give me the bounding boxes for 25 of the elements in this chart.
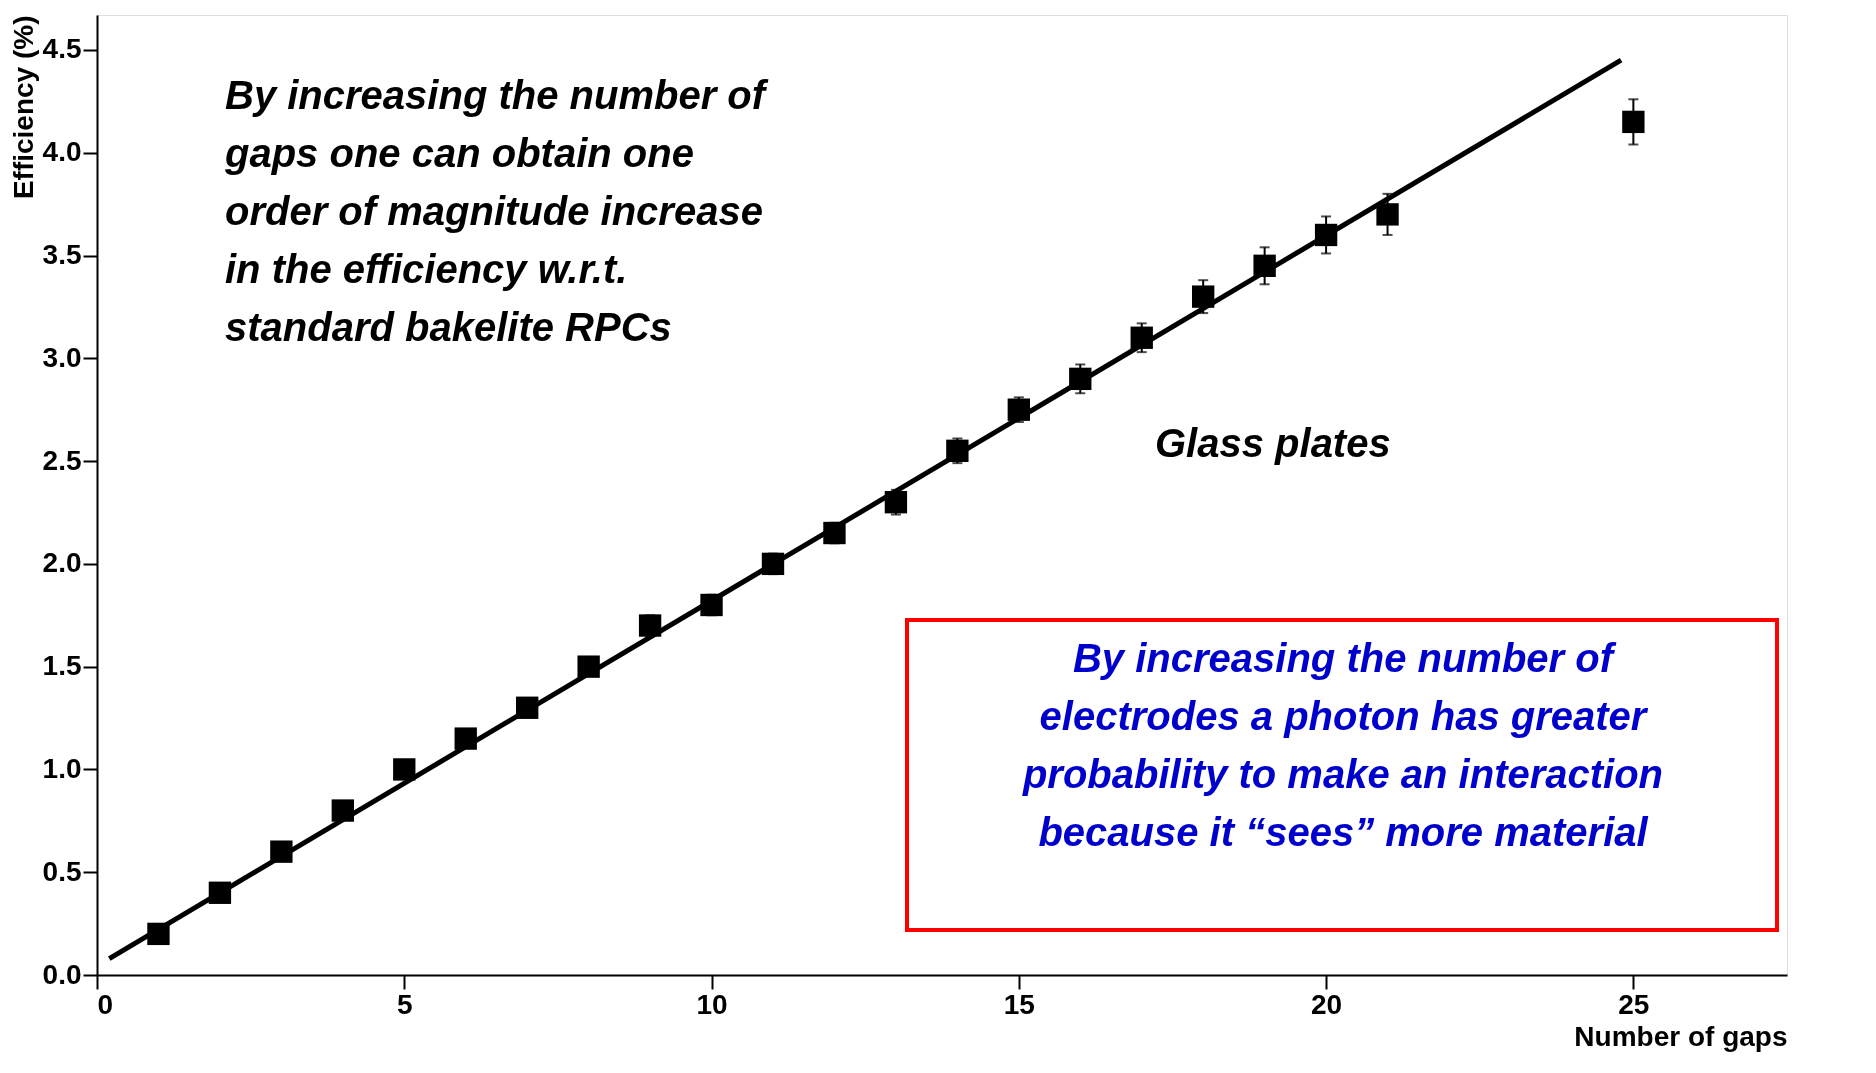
x-tick-label: 15	[1003, 988, 1035, 1020]
annotation: By increasing the number of gaps one can obtain one order of magnitude increase in the efficiency w.r.t. standard bakelite RPCs	[224, 73, 769, 349]
annotation: Glass plates	[1155, 421, 1391, 465]
x-tick-label: 10	[696, 988, 728, 1020]
y-tick-label: 1.0	[42, 752, 82, 784]
point	[393, 758, 416, 781]
y-tick-label: 0.0	[42, 958, 82, 990]
y-tick-label: 3.0	[42, 341, 82, 373]
annotation: By increasing the number of electrodes a photon has greater probability to make an interaction because it “sees” more material	[1021, 636, 1664, 854]
point	[1376, 203, 1399, 226]
point	[1622, 110, 1645, 134]
y-tick-label: 2.5	[42, 444, 82, 476]
y-tick-label: 1.5	[42, 650, 82, 682]
x-tick-label: 20	[1311, 988, 1343, 1020]
y-tick-label: 3.5	[42, 239, 82, 271]
y-tick-label: 4.5	[42, 33, 82, 65]
x-tick-label: 25	[1618, 988, 1650, 1020]
y-tick-label: 0.5	[42, 855, 82, 887]
point	[1192, 285, 1215, 308]
x-tick-label: 5	[396, 988, 413, 1020]
x-axis-title: Number of gaps	[1574, 1020, 1788, 1052]
y-tick-label: 2.0	[42, 547, 82, 579]
x-tick-label: 0	[97, 988, 114, 1020]
y-axis-title: Efficiency (%)	[7, 15, 39, 200]
y-tick-label: 4.0	[42, 136, 82, 168]
